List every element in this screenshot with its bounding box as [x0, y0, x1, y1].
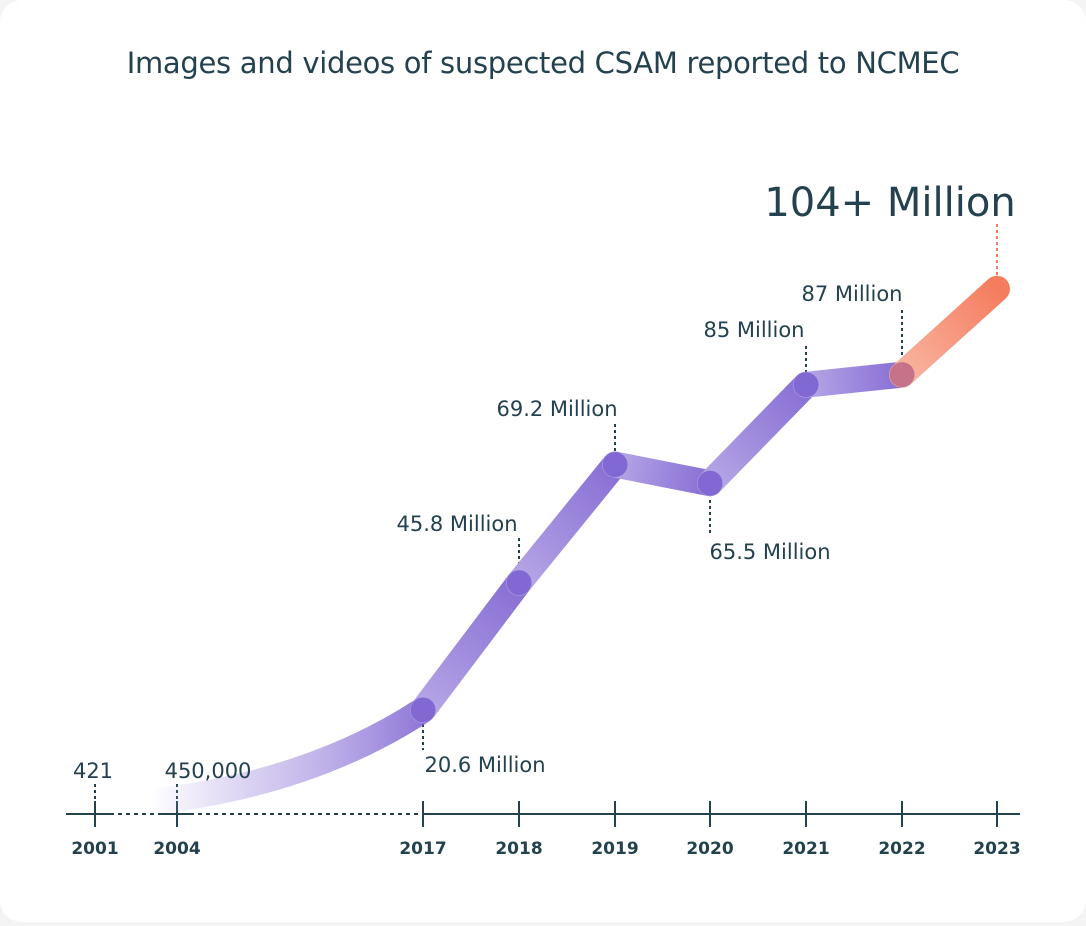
tick-label-2023: 2023	[973, 839, 1020, 859]
tick-label-2022: 2022	[878, 839, 925, 859]
chart-title: Images and videos of suspected CSAM repo…	[126, 46, 960, 80]
data-label-2001: 421	[73, 759, 113, 783]
data-label-2022: 87 Million	[801, 282, 902, 306]
tick-label-2004: 2004	[153, 839, 200, 859]
series-segment-2022-2023	[889, 275, 1010, 388]
tick-label-2019: 2019	[591, 839, 638, 859]
leader-lines	[94, 224, 998, 806]
data-point-2017	[410, 697, 436, 723]
tick-label-2021: 2021	[782, 839, 829, 859]
data-label-2017: 20.6 Million	[424, 753, 545, 777]
data-label-2019: 69.2 Million	[496, 397, 617, 421]
series-segment-2018-2019	[506, 451, 628, 596]
data-label-2018: 45.8 Million	[396, 512, 517, 536]
series-segment-2020-2021	[697, 371, 819, 497]
highlight-value-label: 104+ Million	[764, 180, 1015, 226]
x-axis	[66, 801, 1020, 827]
tick-label-2001: 2001	[71, 839, 118, 859]
data-point-2021	[793, 372, 819, 398]
tick-label-2018: 2018	[495, 839, 542, 859]
data-point-2020	[697, 470, 723, 496]
series-segment-2004-2017	[148, 699, 431, 815]
data-point-2018	[506, 570, 532, 596]
series-segment-2019-2020	[602, 451, 723, 497]
data-points	[410, 362, 915, 723]
series-segment-2017-2018	[410, 569, 532, 723]
data-point-2022	[889, 362, 915, 388]
tick-labels: 2001 2004 2017 2018 2019 2020 2021 2022 2023	[71, 839, 1020, 859]
data-label-2004: 450,000	[165, 759, 252, 783]
tick-label-2020: 2020	[686, 839, 733, 859]
data-label-2020: 65.5 Million	[709, 540, 830, 564]
data-label-2021: 85 Million	[703, 318, 804, 342]
data-labels: 421 450,000 20.6 Million 45.8 Million 69.2 M…	[73, 180, 1016, 783]
data-point-2019	[602, 452, 628, 478]
series-segment-2021-2022	[793, 361, 915, 398]
series-line	[148, 275, 1010, 815]
tick-label-2017: 2017	[399, 839, 446, 859]
